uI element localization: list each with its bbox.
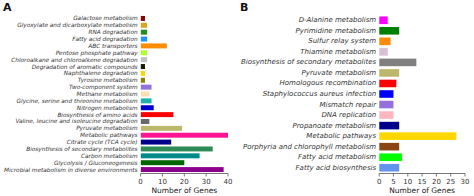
category-label: Mismatch repair	[319, 101, 377, 109]
bar	[379, 38, 390, 46]
bar	[141, 126, 183, 131]
category-label: Pyruvate metabolism	[302, 69, 377, 77]
category-label: Metabolic pathways	[306, 132, 376, 140]
x-tick	[465, 174, 466, 177]
x-tick-label: 0	[377, 178, 381, 186]
x-tick	[228, 174, 229, 177]
x-tick-label: 30	[202, 178, 211, 186]
bar	[379, 122, 399, 130]
bar	[141, 105, 154, 110]
x-tick-label: 20	[432, 178, 441, 186]
bar	[379, 143, 399, 151]
x-tick	[206, 174, 207, 177]
x-axis-label: Number of Genes	[151, 186, 217, 195]
x-tick-label: 0	[138, 178, 142, 186]
category-label: D-Alanine metabolism	[299, 16, 377, 24]
x-tick-label: 20	[180, 178, 189, 186]
bar	[141, 43, 167, 48]
bar	[141, 78, 145, 83]
category-label: Pyrimidine metabolism	[296, 27, 377, 35]
bar	[141, 30, 148, 35]
x-tick	[450, 174, 451, 177]
bar	[141, 112, 174, 117]
x-axis-label: Number of Genes	[389, 186, 455, 195]
category-label: Thiamine metabolism	[300, 48, 376, 56]
bar	[141, 160, 185, 165]
x-tick-label: 5	[391, 178, 395, 186]
bar	[379, 101, 393, 109]
x-tick-label: 15	[418, 178, 427, 186]
category-label: Sulfur relay system	[308, 37, 376, 45]
bar	[379, 27, 399, 35]
bars	[141, 16, 228, 172]
panel-title: B	[240, 1, 248, 14]
bar	[379, 153, 402, 161]
bar	[379, 164, 399, 172]
bar	[379, 16, 388, 24]
bar	[141, 153, 200, 158]
bar	[141, 167, 224, 172]
x-tick	[379, 174, 380, 177]
bar	[141, 57, 148, 62]
x-tick	[436, 174, 437, 177]
x-tick-label: 10	[158, 178, 167, 186]
bar	[141, 16, 145, 21]
x-tick-label: 40	[224, 178, 233, 186]
x-tick-label: 10	[403, 178, 412, 186]
category-label: Homologous recombination	[280, 79, 377, 87]
x-tick	[407, 174, 408, 177]
panel: Galactose metabolismGlyoxylate and dicar…	[3, 1, 232, 195]
category-label: Fatty acid biosynthesis	[296, 164, 377, 172]
bar	[141, 140, 172, 145]
bar	[141, 71, 145, 76]
category-label: Propanoate metabolism	[293, 122, 377, 130]
bar	[141, 37, 148, 42]
bar	[141, 23, 148, 28]
bar	[379, 111, 393, 119]
bar	[379, 48, 388, 56]
bars	[379, 16, 456, 171]
category-label: Methane metabolism	[77, 91, 138, 97]
panel: D-Alanine metabolism Pyrimidine metabolis…	[240, 1, 469, 195]
bar	[141, 133, 228, 138]
x-tick	[140, 174, 141, 177]
bar	[379, 69, 399, 77]
bar	[141, 146, 213, 151]
category-label: DNA replication	[321, 111, 376, 119]
category-label: Carbon metabolism	[81, 153, 138, 159]
bar	[141, 50, 148, 55]
bar	[141, 85, 152, 90]
bar	[141, 98, 152, 103]
x-tick	[393, 174, 394, 177]
x-tick	[422, 174, 423, 177]
bar	[141, 64, 145, 69]
category-label: Microbial metabolism in diverse environm…	[4, 167, 138, 173]
bar	[141, 119, 150, 124]
category-label: Staphylococcus aureus infection	[263, 90, 377, 98]
bar	[379, 59, 416, 67]
panel-title: A	[3, 1, 12, 14]
category-label: Biosynthesis of secondary metabolites	[241, 58, 377, 66]
x-tick	[184, 174, 185, 177]
x-tick-label: 30	[461, 178, 470, 186]
bar	[379, 80, 396, 88]
x-tick	[162, 174, 163, 177]
bar	[379, 90, 393, 98]
category-label: Porphyria and chlorophyll metabolism	[243, 143, 376, 151]
bar	[141, 92, 150, 97]
category-label: Fatty acid metabolism	[298, 153, 376, 161]
x-tick-label: 25	[446, 178, 455, 186]
category-label: Galactose metabolism	[73, 15, 138, 21]
chart: Galactose metabolismGlyoxylate and dicar…	[0, 0, 474, 196]
bar	[379, 132, 456, 140]
